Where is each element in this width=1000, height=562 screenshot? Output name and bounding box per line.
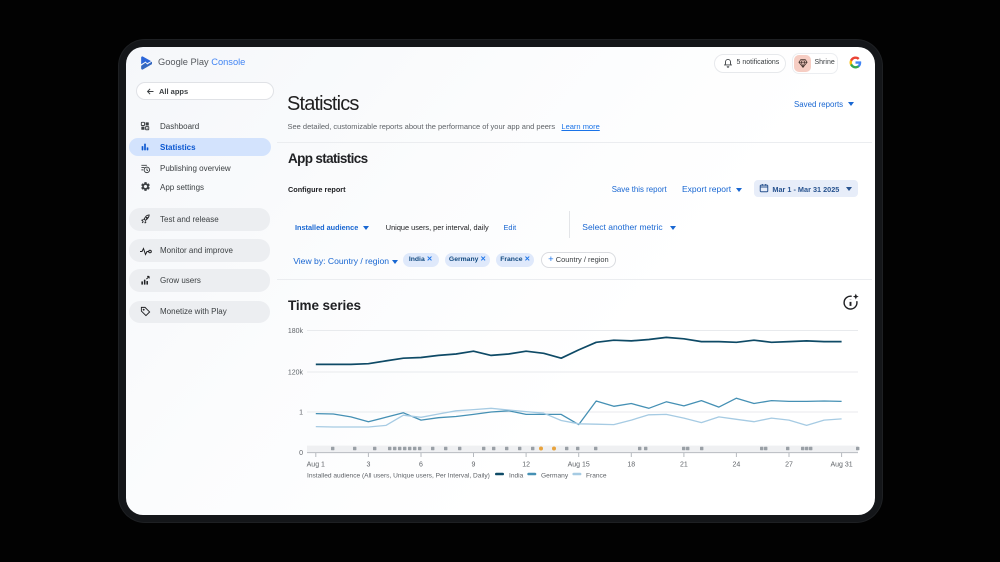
svg-text:27: 27: [785, 462, 793, 469]
svg-text:Aug 1: Aug 1: [307, 462, 325, 469]
svg-text:12: 12: [522, 462, 530, 469]
svg-text:Aug 15: Aug 15: [568, 462, 590, 469]
svg-text:21: 21: [680, 462, 688, 469]
svg-text:1: 1: [299, 410, 303, 417]
svg-text:180k: 180k: [288, 328, 304, 335]
svg-text:3: 3: [366, 462, 370, 469]
svg-text:120k: 120k: [288, 370, 304, 377]
svg-text:6: 6: [419, 462, 423, 469]
svg-text:18: 18: [627, 462, 635, 469]
svg-text:India: India: [509, 473, 524, 480]
svg-text:9: 9: [472, 462, 476, 469]
svg-text:Germany: Germany: [541, 473, 569, 480]
svg-text:France: France: [586, 473, 607, 480]
svg-text:Aug 31: Aug 31: [831, 462, 853, 469]
svg-text:0: 0: [299, 450, 303, 457]
svg-text:Installed audience (All users,: Installed audience (All users, Unique us…: [307, 473, 490, 480]
svg-text:24: 24: [733, 462, 741, 469]
